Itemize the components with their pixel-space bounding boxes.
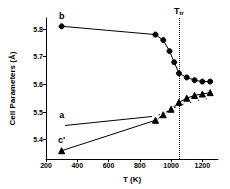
svg-text:tr: tr	[179, 10, 184, 16]
svg-text:a: a	[59, 110, 65, 120]
svg-text:1200: 1200	[195, 162, 211, 169]
svg-text:5.4: 5.4	[33, 136, 43, 143]
svg-text:Cell Parameters (Å): Cell Parameters (Å)	[8, 51, 17, 125]
svg-text:400: 400	[71, 162, 83, 169]
svg-text:T: T	[174, 6, 180, 16]
svg-text:5.6: 5.6	[33, 81, 43, 88]
svg-text:600: 600	[103, 162, 115, 169]
svg-text:5.8: 5.8	[33, 26, 43, 33]
svg-text:c': c'	[58, 135, 65, 145]
svg-text:800: 800	[134, 162, 146, 169]
svg-text:5.7: 5.7	[33, 53, 43, 60]
svg-text:200: 200	[40, 162, 52, 169]
svg-text:1000: 1000	[163, 162, 179, 169]
svg-text:T (K): T (K)	[123, 175, 142, 184]
svg-text:5.5: 5.5	[33, 109, 43, 116]
svg-text:b: b	[59, 11, 65, 21]
